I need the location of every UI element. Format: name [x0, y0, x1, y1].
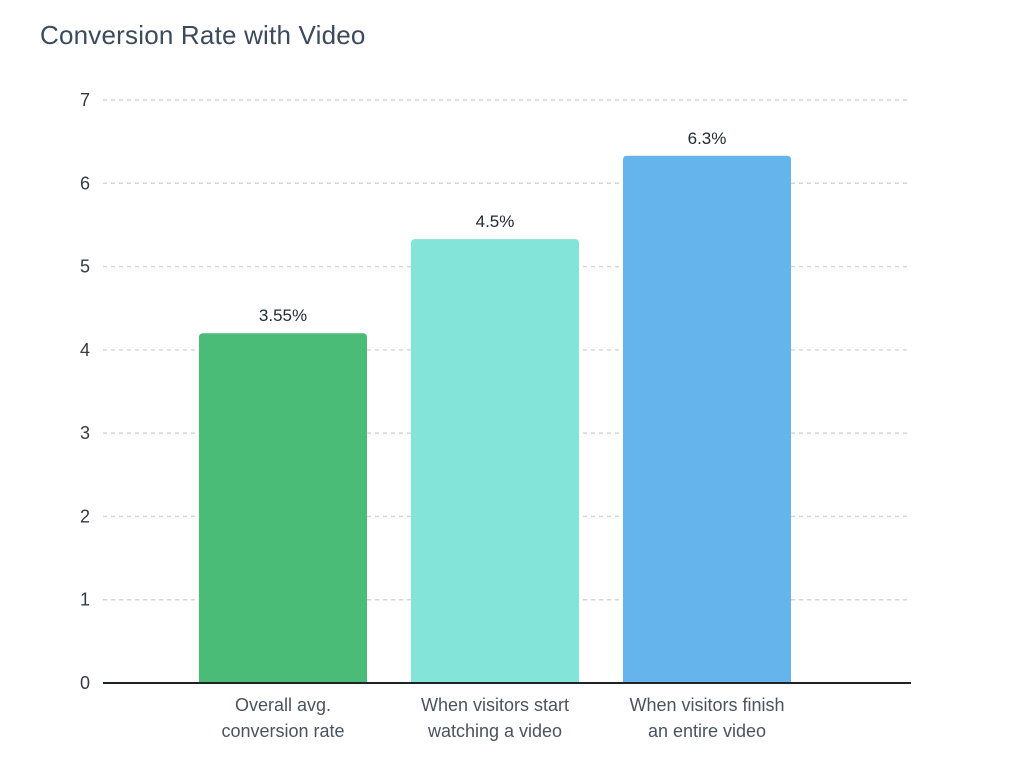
x-tick-label: When visitors start	[421, 695, 569, 715]
bar	[411, 239, 579, 683]
x-tick-label: conversion rate	[221, 721, 344, 741]
y-tick-label: 0	[80, 673, 90, 693]
y-tick-label: 1	[80, 590, 90, 610]
x-tick-label: an entire video	[648, 721, 766, 741]
data-label: 3.55%	[259, 306, 307, 325]
x-tick-label: Overall avg.	[235, 695, 331, 715]
bar	[623, 155, 791, 684]
y-tick-label: 3	[80, 423, 90, 443]
y-tick-label: 6	[80, 173, 90, 193]
data-label: 6.3%	[688, 129, 727, 148]
y-tick-label: 7	[80, 90, 90, 110]
bar	[199, 333, 367, 683]
data-label: 4.5%	[476, 212, 515, 231]
y-tick-label: 5	[80, 257, 90, 277]
chart-title: Conversion Rate with Video	[40, 20, 366, 50]
y-tick-label: 2	[80, 506, 90, 526]
x-tick-label: When visitors finish	[629, 695, 784, 715]
y-tick-label: 4	[80, 340, 90, 360]
x-tick-label: watching a video	[427, 721, 562, 741]
